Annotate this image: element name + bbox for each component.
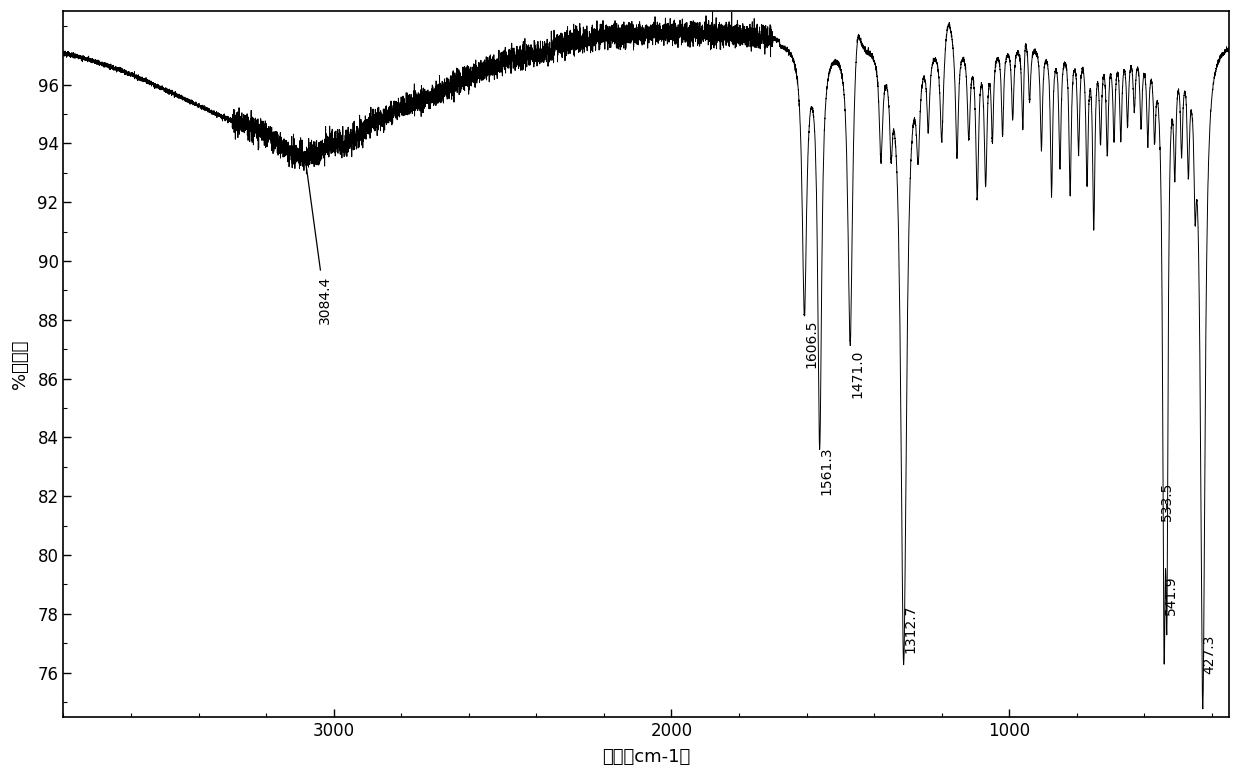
Text: 3084.4: 3084.4 bbox=[305, 161, 331, 324]
X-axis label: 波数（cm-1）: 波数（cm-1） bbox=[603, 748, 691, 766]
Y-axis label: %透过率: %透过率 bbox=[11, 340, 29, 388]
Text: 541.9: 541.9 bbox=[1164, 576, 1178, 615]
Text: 533.5: 533.5 bbox=[1159, 482, 1173, 521]
Text: 427.3: 427.3 bbox=[1203, 634, 1216, 674]
Text: 1606.5: 1606.5 bbox=[805, 320, 818, 368]
Text: 1561.3: 1561.3 bbox=[820, 446, 833, 495]
Text: 1312.7: 1312.7 bbox=[904, 605, 918, 653]
Text: 1471.0: 1471.0 bbox=[851, 349, 864, 398]
